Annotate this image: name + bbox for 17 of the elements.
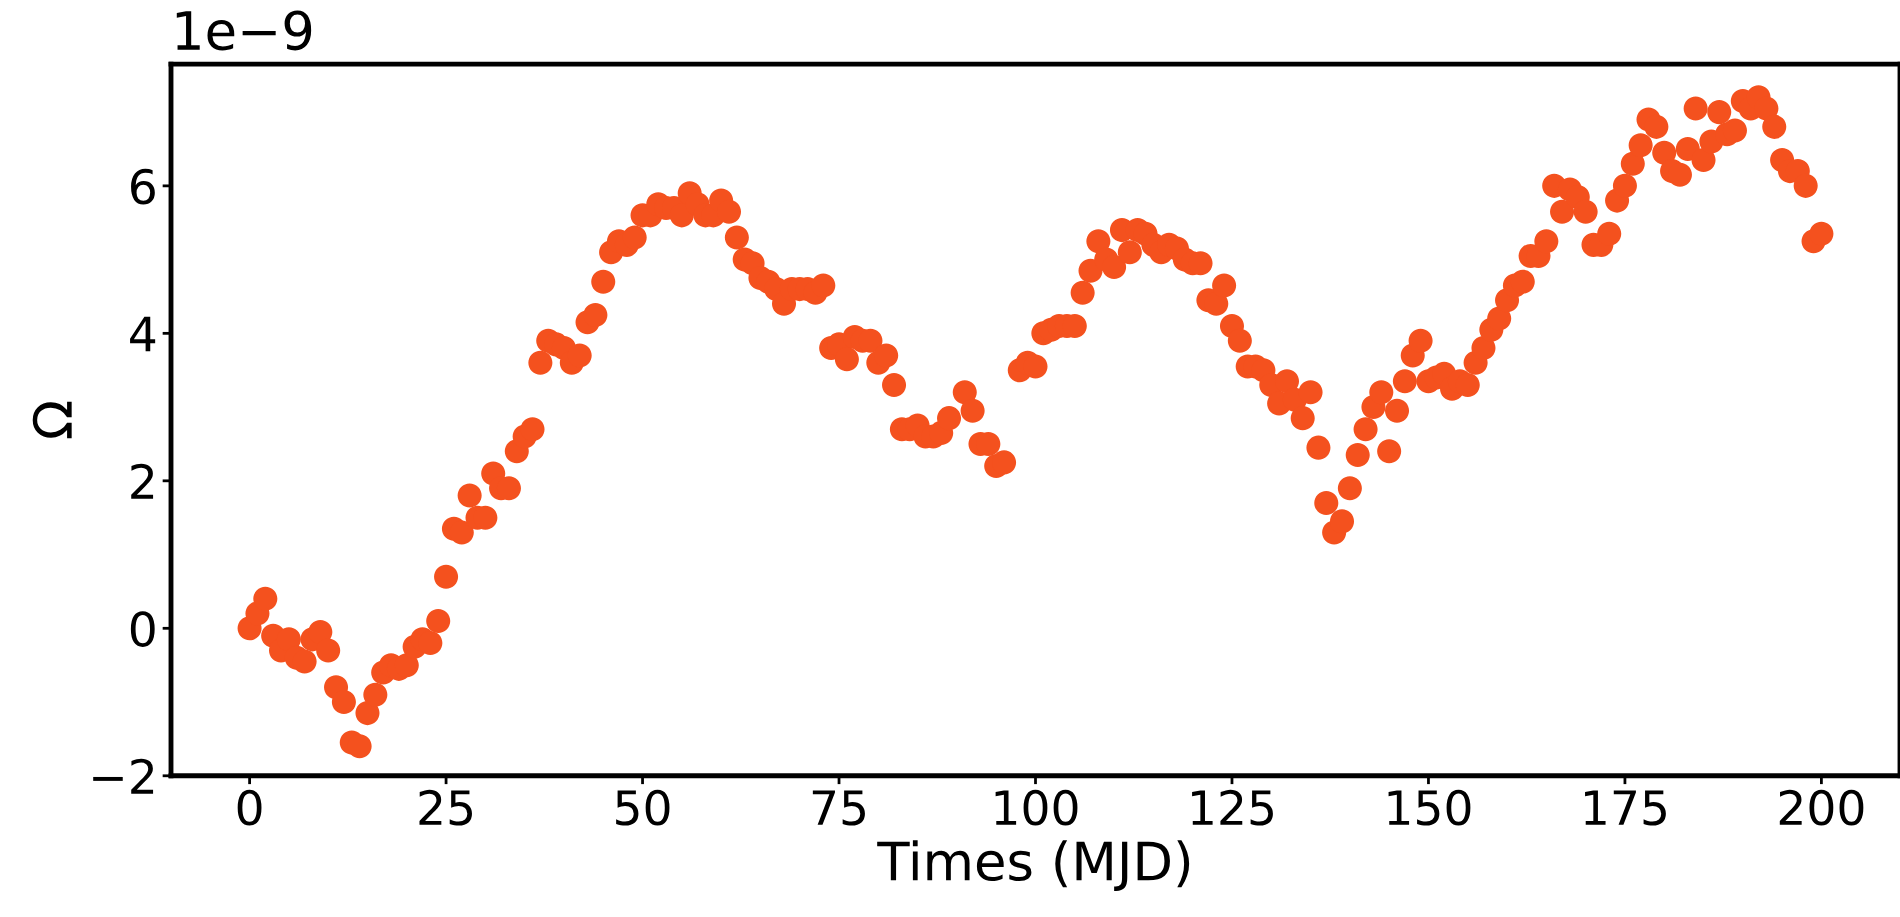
- y-axis-title: Ω: [32, 401, 72, 439]
- x-tick-label: 0: [237, 789, 262, 826]
- y-tick-label: 4: [130, 316, 156, 352]
- x-tick-label: 50: [616, 789, 670, 826]
- x-tick-label: 100: [995, 789, 1078, 826]
- x-tick-label: 175: [1585, 790, 1666, 826]
- x-tick-label: 150: [1388, 789, 1471, 826]
- x-tick-label: 75: [812, 790, 865, 826]
- y-tick-label: 2: [131, 463, 154, 499]
- x-tick-label: 125: [1192, 789, 1273, 826]
- y-tick-label: −2: [93, 758, 154, 794]
- y-tick-label: 0: [130, 611, 155, 647]
- x-tick-label: 200: [1779, 789, 1864, 826]
- x-axis-title: Times (MJD): [877, 840, 1190, 891]
- text: 1e−9: [176, 10, 312, 51]
- x-tick-label: 25: [419, 789, 472, 826]
- y-tick-label: 6: [131, 168, 155, 205]
